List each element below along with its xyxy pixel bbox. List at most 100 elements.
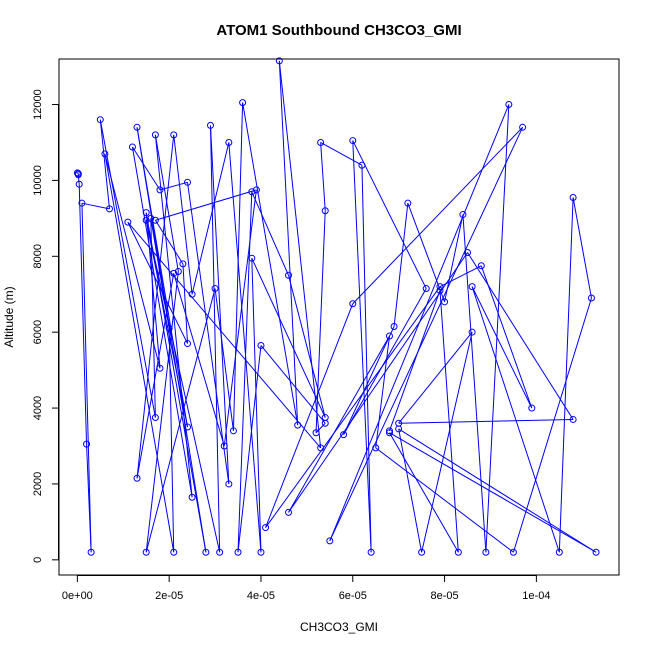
data-point bbox=[78, 199, 86, 207]
series-line-segment bbox=[288, 275, 326, 418]
data-point bbox=[216, 548, 224, 556]
data-point bbox=[349, 137, 357, 145]
series-line-segment bbox=[209, 125, 221, 553]
data-point bbox=[317, 138, 325, 146]
data-point bbox=[454, 548, 462, 556]
data-point bbox=[75, 180, 83, 188]
series-line-segment bbox=[260, 345, 326, 424]
x-tick-label: 0e+00 bbox=[62, 590, 93, 602]
series-line-segment bbox=[136, 127, 189, 428]
series-line-segment bbox=[485, 104, 510, 553]
y-tick-label: 10000 bbox=[32, 165, 44, 196]
data-point bbox=[326, 537, 334, 545]
x-tick-label: 6e-05 bbox=[339, 590, 367, 602]
data-point bbox=[128, 143, 136, 151]
data-point bbox=[262, 524, 270, 532]
series-line-segment bbox=[389, 432, 459, 553]
series-line-segment bbox=[467, 252, 574, 420]
data-point bbox=[468, 328, 476, 336]
data-point bbox=[285, 508, 293, 516]
series-line-segment bbox=[361, 165, 372, 553]
data-point bbox=[592, 548, 600, 556]
y-tick-label: 0 bbox=[32, 557, 44, 563]
series-line-segment bbox=[375, 335, 390, 448]
series-line-segment bbox=[572, 197, 592, 299]
series-line-segment bbox=[209, 125, 230, 484]
series-line-segment bbox=[145, 271, 179, 553]
data-point bbox=[436, 286, 444, 294]
data-point bbox=[170, 131, 178, 139]
series-line-segment bbox=[352, 126, 523, 305]
data-point bbox=[385, 427, 393, 435]
series-line-segment bbox=[462, 214, 487, 553]
series-line-segment bbox=[288, 335, 390, 513]
data-point bbox=[587, 294, 595, 302]
data-point bbox=[229, 427, 237, 435]
series-line-segment bbox=[242, 102, 299, 426]
series-line-segment bbox=[398, 331, 473, 424]
data-point bbox=[441, 298, 449, 306]
data-point bbox=[225, 138, 233, 146]
data-point bbox=[174, 267, 182, 275]
data-point bbox=[317, 444, 325, 452]
series-line-segment bbox=[315, 422, 326, 434]
x-tick-label: 2e-05 bbox=[155, 590, 183, 602]
data-point bbox=[179, 260, 187, 268]
series-line-segment bbox=[81, 202, 110, 210]
data-point bbox=[505, 101, 513, 109]
series-line-segment bbox=[77, 172, 79, 174]
data-point bbox=[422, 285, 430, 293]
data-point bbox=[385, 332, 393, 340]
data-point bbox=[395, 425, 403, 433]
series-line-segment bbox=[228, 142, 262, 553]
y-tick-label: 12000 bbox=[32, 89, 44, 120]
data-point bbox=[367, 548, 375, 556]
data-point bbox=[482, 548, 490, 556]
data-point bbox=[133, 123, 141, 131]
data-point bbox=[404, 199, 412, 207]
series-line-segment bbox=[439, 290, 459, 553]
x-axis: 0e+00 2e-05 4e-05 6e-05 8e-05 1e-04 bbox=[62, 575, 550, 602]
series-line-segment bbox=[407, 203, 446, 302]
series-line-segment bbox=[104, 153, 175, 553]
series-line-segment bbox=[223, 189, 257, 447]
series-line-segment bbox=[352, 140, 372, 553]
y-tick-label: 2000 bbox=[32, 472, 44, 496]
series-line-segment bbox=[237, 191, 253, 553]
data-point bbox=[372, 444, 380, 452]
data-point bbox=[156, 186, 164, 194]
data-point bbox=[142, 209, 150, 217]
data-point bbox=[248, 254, 256, 262]
series-line-segment bbox=[265, 303, 354, 528]
series-line-segment bbox=[214, 288, 234, 431]
series-line-segment bbox=[81, 203, 92, 553]
data-point bbox=[294, 421, 302, 429]
series-line-segment bbox=[251, 258, 262, 553]
data-point bbox=[528, 404, 536, 412]
y-axis-label: Altitude (m) bbox=[2, 286, 16, 347]
y-tick-label: 8000 bbox=[32, 244, 44, 268]
data-point bbox=[569, 415, 577, 423]
series-line-segment bbox=[480, 265, 533, 409]
data-point bbox=[105, 205, 113, 213]
y-tick-label: 6000 bbox=[32, 320, 44, 344]
series-line-segment bbox=[136, 134, 175, 479]
data-point bbox=[390, 322, 398, 330]
data-point bbox=[74, 171, 82, 179]
data-point bbox=[340, 431, 348, 439]
data-point bbox=[569, 193, 577, 201]
series-line-segment bbox=[315, 210, 326, 433]
data-point bbox=[385, 429, 393, 437]
data-point bbox=[87, 548, 95, 556]
series-line-segment bbox=[237, 345, 262, 553]
series-line-segment bbox=[512, 297, 592, 553]
series-line-segment bbox=[471, 286, 560, 553]
series-line-segment bbox=[265, 286, 441, 528]
data-point bbox=[321, 419, 329, 427]
series-line-segment bbox=[145, 220, 189, 428]
data-point bbox=[206, 121, 214, 129]
data-point bbox=[234, 548, 242, 556]
data-point bbox=[436, 283, 444, 291]
